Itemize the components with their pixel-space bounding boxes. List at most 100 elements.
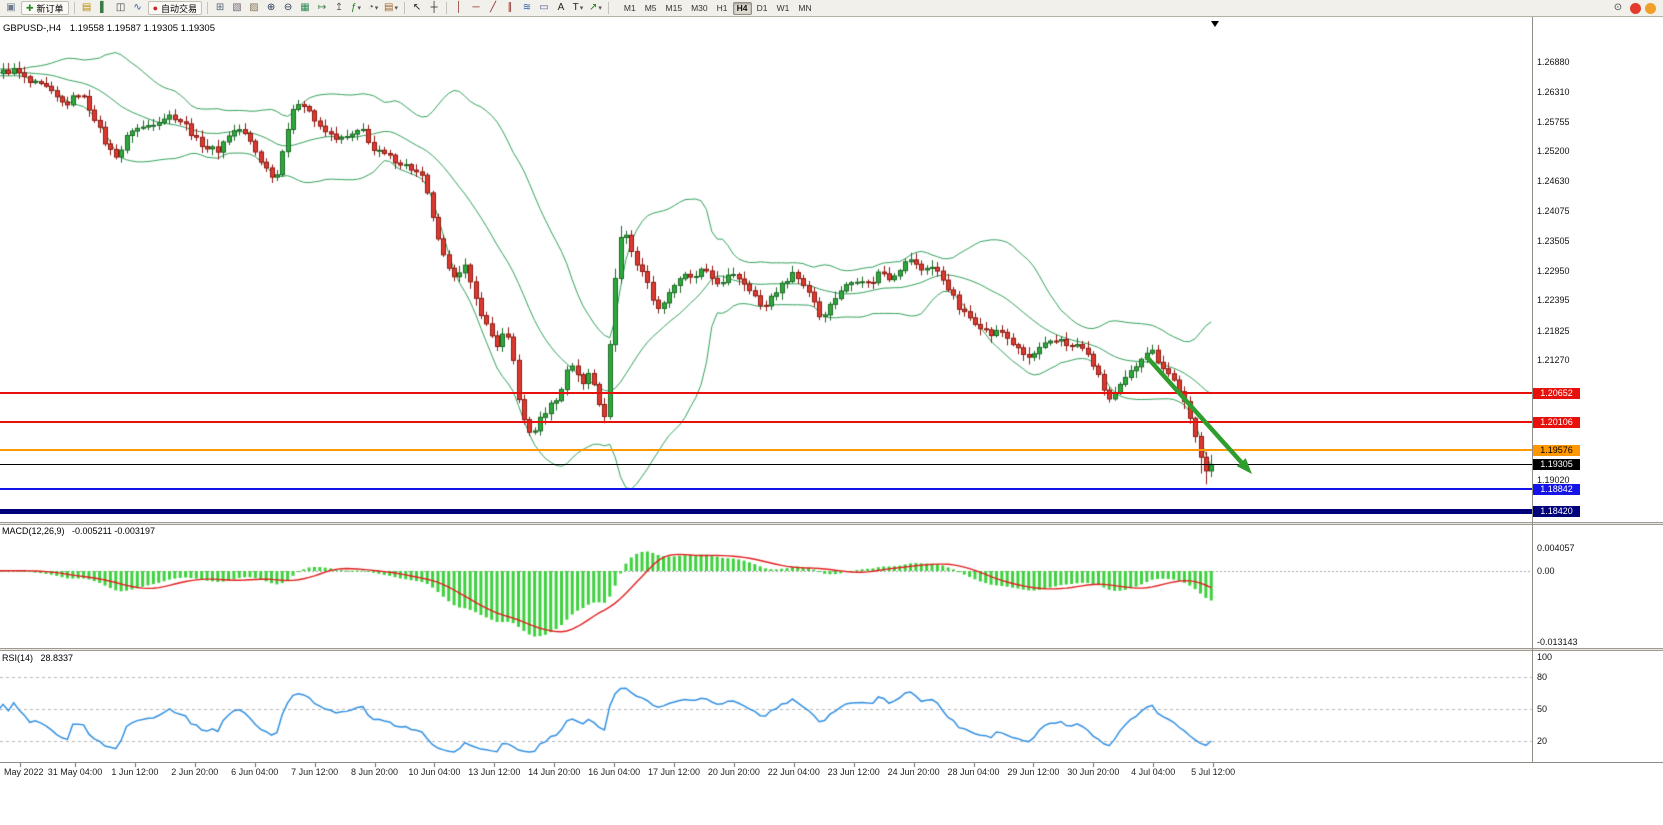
time-axis-label: 28 Jun 04:00 <box>947 767 1000 777</box>
chart-title: GBPUSD-,H4 1.19558 1.19587 1.19305 1.193… <box>3 23 215 34</box>
market-depth-icon[interactable]: ▤ <box>79 1 95 15</box>
hline-pivot-orange[interactable] <box>0 449 1532 452</box>
crosshair-icon[interactable]: ┼ <box>426 1 442 15</box>
equidistant-channel-icon-glyph: ∥ <box>507 2 513 13</box>
zoom-out-icon[interactable]: ⊖ <box>280 1 296 15</box>
hline-resistance-lower[interactable] <box>0 421 1532 423</box>
time-axis-label: May 2022 <box>4 767 44 777</box>
new-chart-icon[interactable]: ⊞ <box>212 1 228 15</box>
templates-button[interactable]: ▤ ▾ <box>382 1 400 15</box>
zoom-out-icon-glyph: ⊖ <box>283 2 293 13</box>
price-badge-current-price: 1.19305 <box>1533 459 1580 470</box>
price-tick-label: 1.25200 <box>1537 146 1570 156</box>
new-order-button[interactable]: ✚ 新订单 <box>21 1 69 15</box>
timeframe-m15-button[interactable]: M15 <box>665 3 683 13</box>
trend-arrow[interactable] <box>1128 342 1268 482</box>
macd-params-label: MACD(12,26,9) <box>2 526 65 536</box>
profiles-icon[interactable]: ▧ <box>229 1 245 15</box>
indicators-button[interactable]: ƒ ▾ <box>348 1 364 15</box>
macd-axis-label: 0.00 <box>1537 566 1555 576</box>
timeframe-w1-button[interactable]: W1 <box>776 3 790 13</box>
chart-bars-icon[interactable]: ▌ <box>96 1 112 15</box>
autotrading-label: 自动交易 <box>161 3 198 14</box>
hline-support-blue[interactable] <box>0 488 1532 491</box>
timeframe-d1-button[interactable]: D1 <box>756 3 768 13</box>
horizontal-line-icon-glyph: ─ <box>472 2 480 13</box>
chart-shift-icon[interactable]: ↥ <box>331 1 347 15</box>
horizontal-line-icon[interactable]: ─ <box>468 1 484 15</box>
chart-candles-icon[interactable]: ◫ <box>113 1 129 15</box>
chart-line-icon[interactable]: ∿ <box>130 1 146 15</box>
time-axis-label: 14 Jun 20:00 <box>528 767 581 777</box>
hline-support-navy[interactable] <box>0 509 1532 515</box>
autotrading-button[interactable]: ● 自动交易 <box>147 1 203 15</box>
profiles-icon-glyph: ▧ <box>232 2 242 13</box>
toolbar: ▣ ✚ 新订单 ▤ ▌ ◫ ∿ ● 自动交易 ⊞ ▧ ▨ ⊕ ⊖ ▦ ↦ ↥ ƒ ▾ ◔ ▾ ▤ ▾ ↖ ┼ │ ─ ╱ ∥ ≋ ▭ A T ▾ ↗… <box>0 0 1663 17</box>
macd-rsi-splitter[interactable] <box>0 648 1663 651</box>
time-axis-label: 10 Jun 04:00 <box>408 767 461 777</box>
timeframe-h1-button[interactable]: H1 <box>716 3 728 13</box>
new-order-icon: ✚ <box>26 2 34 13</box>
time-axis-label: 4 Jul 04:00 <box>1131 767 1176 777</box>
rsi-axis-label: 50 <box>1537 704 1548 714</box>
fibonacci-icon-glyph: ≋ <box>522 2 532 13</box>
hline-resistance-upper[interactable] <box>0 392 1532 394</box>
zoom-in-icon[interactable]: ⊕ <box>263 1 279 15</box>
arrow-objects-icon[interactable]: ↗ ▾ <box>587 1 604 15</box>
price-badge-support-navy: 1.18420 <box>1533 506 1580 517</box>
time-axis-label: 6 Jun 04:00 <box>231 767 279 777</box>
chevron-down-icon: ▾ <box>374 4 379 12</box>
cascade-windows-icon[interactable]: ▨ <box>246 1 262 15</box>
chevron-down-icon: ▾ <box>598 4 602 12</box>
crosshair-icon-glyph: ┼ <box>430 2 438 13</box>
hline-current-price[interactable] <box>0 464 1532 466</box>
timeframe-m5-button[interactable]: M5 <box>644 3 657 13</box>
cascade-windows-icon-glyph: ▨ <box>249 2 259 13</box>
trend-arrow-line[interactable] <box>1144 354 1244 465</box>
vertical-line-icon-glyph: │ <box>455 2 463 13</box>
text-icon[interactable]: A <box>553 1 569 15</box>
chart-window-icon[interactable]: ▣ <box>3 1 19 15</box>
price-tick-label: 1.21270 <box>1537 355 1570 365</box>
rsi-indicator-label: RSI(14) 28.8337 <box>2 653 73 663</box>
tile-windows-icon[interactable]: ▦ <box>297 1 313 15</box>
search-icon[interactable]: ⊙ <box>1613 2 1623 13</box>
main-macd-splitter[interactable] <box>0 522 1663 525</box>
community-icon[interactable] <box>1645 2 1656 14</box>
time-axis-label: 20 Jun 20:00 <box>707 767 760 777</box>
price-tick-label: 1.24075 <box>1537 206 1570 216</box>
rsi-axis-label: 20 <box>1537 736 1548 746</box>
equidistant-channel-icon[interactable]: ∥ <box>502 1 518 15</box>
auto-scroll-icon[interactable]: ↦ <box>314 1 330 15</box>
rsi-params-label: RSI(14) <box>2 653 34 663</box>
fibonacci-icon[interactable]: ≋ <box>519 1 535 15</box>
timeframe-mn-button[interactable]: MN <box>798 3 812 13</box>
macd-axis-label: 0.004057 <box>1537 543 1575 553</box>
macd-axis-label: -0.013143 <box>1537 637 1578 647</box>
time-axis-label: 5 Jul 12:00 <box>1191 767 1236 777</box>
cursor-icon[interactable]: ↖ <box>409 1 425 15</box>
trendline-icon[interactable]: ╱ <box>485 1 501 15</box>
chart-window-icon-glyph: ▣ <box>6 2 16 13</box>
timeframe-m30-button[interactable]: M30 <box>691 3 708 13</box>
text-label-icon[interactable]: T ▾ <box>570 1 586 15</box>
text-icon-glyph: A <box>557 2 565 13</box>
toolbar-separator <box>73 2 75 14</box>
periods-button[interactable]: ◔ ▾ <box>365 1 381 15</box>
price-badge-resistance-lower: 1.20106 <box>1533 417 1580 428</box>
timeframe-h4-button[interactable]: H4 <box>732 1 752 15</box>
timeframe-m1-button[interactable]: M1 <box>623 3 636 13</box>
price-tick-label: 1.23505 <box>1537 236 1570 246</box>
time-axis-label: 30 Jun 20:00 <box>1067 767 1120 777</box>
arrow-objects-icon-glyph: ↗ <box>588 2 598 13</box>
time-axis-label: 2 Jun 20:00 <box>171 767 219 777</box>
notification-icon[interactable] <box>1630 2 1641 14</box>
time-axis[interactable]: May 2022 31 May 04:00 1 Jun 12:00 2 Jun 20:… <box>0 763 1663 783</box>
price-badge-support-blue: 1.18842 <box>1533 484 1580 495</box>
toolbar-items: ▣ ✚ 新订单 ▤ ▌ ◫ ∿ ● 自动交易 ⊞ ▧ ▨ ⊕ ⊖ ▦ ↦ ↥ ƒ ▾ ◔ ▾ ▤ ▾ ↖ ┼ │ ─ ╱ ∥ ≋ ▭ A T ▾ ↗… <box>3 1 612 15</box>
vertical-line-icon[interactable]: │ <box>451 1 467 15</box>
new-order-label: 新订单 <box>36 3 64 14</box>
shapes-icon[interactable]: ▭ <box>536 1 552 15</box>
